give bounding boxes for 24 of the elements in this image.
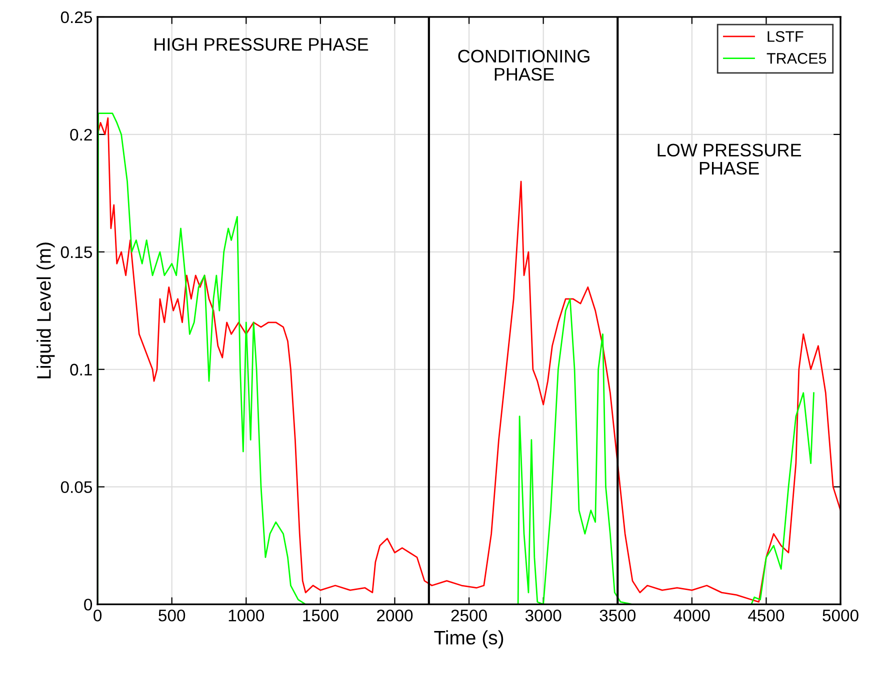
y-tick-label: 0.15 bbox=[60, 246, 92, 258]
legend-label: TRACE5 bbox=[766, 53, 826, 64]
y-tick-label: 0.05 bbox=[60, 481, 92, 494]
annotation: CONDITIONING PHASE bbox=[458, 50, 590, 81]
annotation: HIGH PRESSURE PHASE bbox=[154, 38, 368, 51]
x-tick-label: 3500 bbox=[600, 610, 636, 622]
x-tick-label: 0 bbox=[94, 610, 102, 622]
y-tick-label: 0.1 bbox=[70, 364, 92, 376]
x-axis-title: Time (s) bbox=[434, 630, 504, 648]
y-tick-label: 0.25 bbox=[60, 11, 92, 24]
legend-label: LSTF bbox=[768, 31, 804, 42]
y-axis-title: Liquid Level (m) bbox=[36, 242, 55, 378]
x-tick-label: 2500 bbox=[451, 610, 487, 622]
y-tick-label: 0.2 bbox=[70, 128, 92, 141]
x-tick-label: 3000 bbox=[525, 610, 562, 622]
x-tick-label: 500 bbox=[158, 610, 186, 622]
x-tick-label: 4500 bbox=[748, 610, 784, 622]
x-tick-label: 5000 bbox=[822, 610, 858, 622]
x-tick-label: 1500 bbox=[303, 610, 338, 622]
y-tick-label: 0 bbox=[84, 598, 92, 611]
x-tick-label: 1000 bbox=[228, 610, 264, 622]
annotation: LOW PRESSURE PHASE bbox=[658, 144, 802, 175]
x-tick-label: 2000 bbox=[377, 610, 413, 622]
x-tick-label: 4000 bbox=[674, 610, 710, 622]
